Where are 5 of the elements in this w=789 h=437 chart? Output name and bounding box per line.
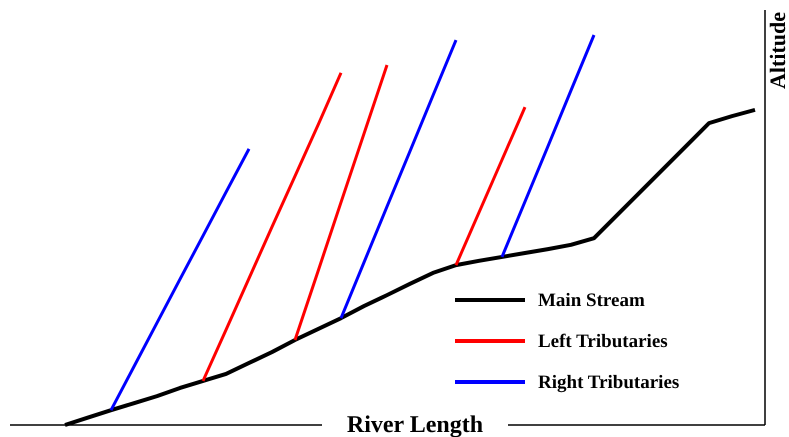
x-axis-title: River Length (346, 412, 484, 437)
y-axis-title: Altitude (765, 12, 789, 89)
legend-label: Main Stream (538, 290, 645, 311)
legend-label: Right Tributaries (538, 372, 680, 393)
legend-label: Left Tributaries (538, 331, 668, 352)
